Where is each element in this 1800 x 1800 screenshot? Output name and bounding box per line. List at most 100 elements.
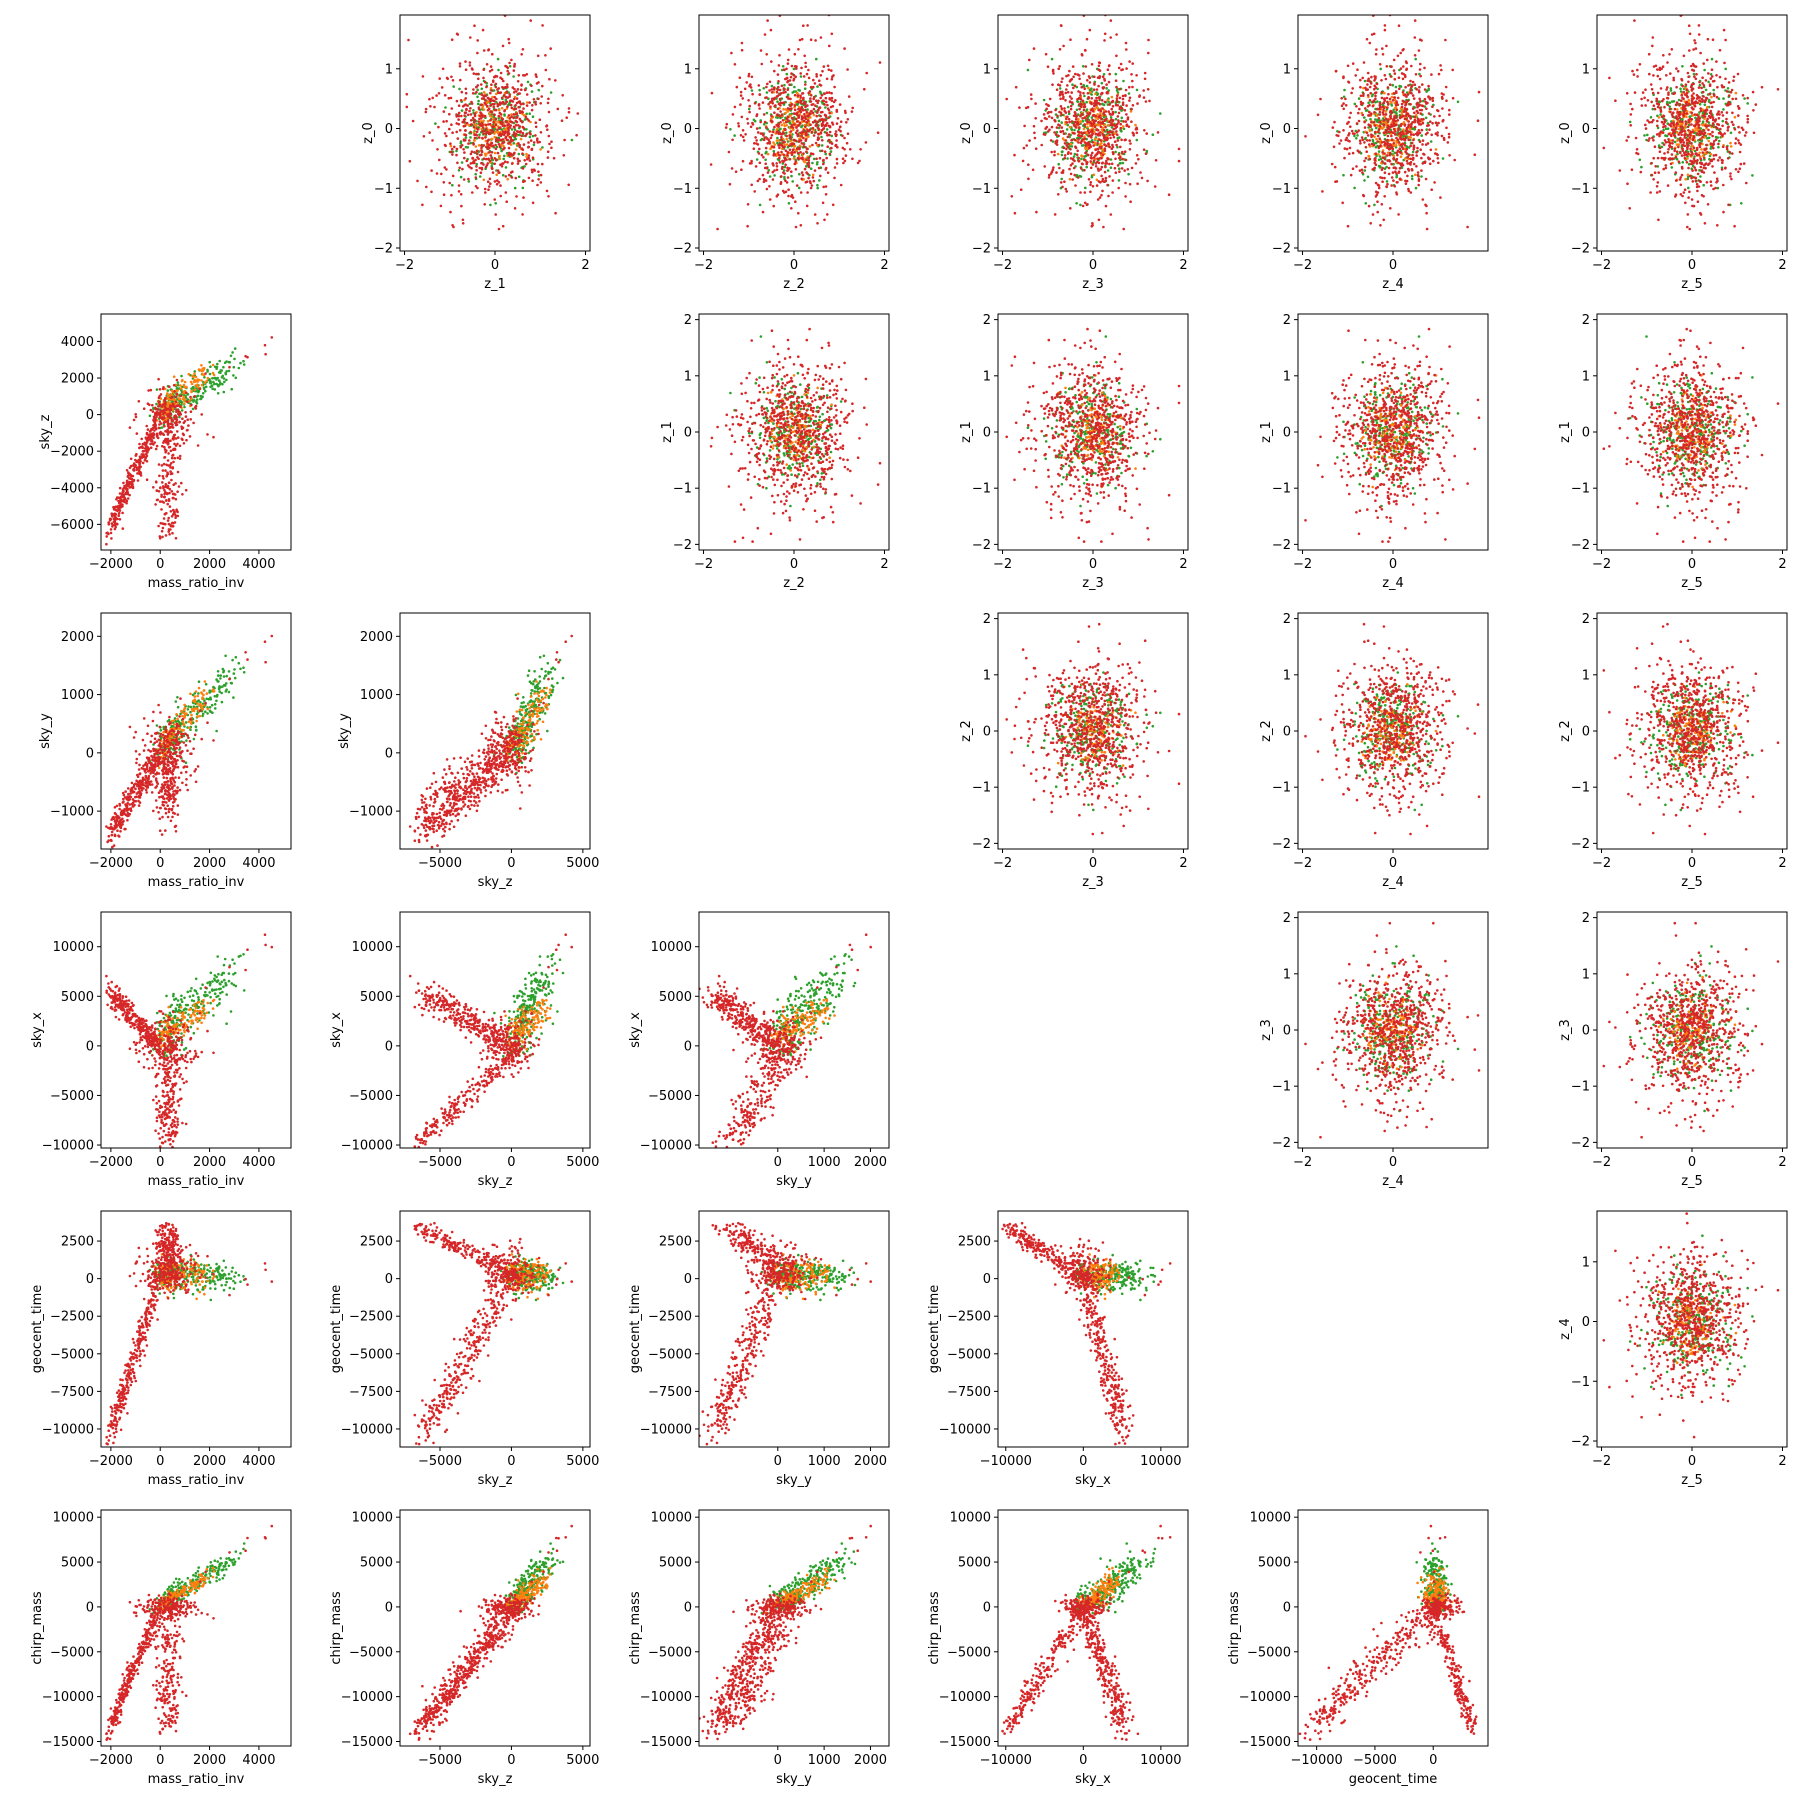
scatter-point xyxy=(1379,67,1382,71)
scatter-point xyxy=(1412,162,1416,166)
scatter-point xyxy=(781,189,785,193)
scatter-point xyxy=(1373,91,1377,95)
scatter-point xyxy=(494,213,498,216)
scatter-point xyxy=(1368,157,1372,161)
scatter-point xyxy=(756,131,760,134)
scatter-point xyxy=(473,139,476,142)
scatter-point xyxy=(710,91,714,95)
scatter-point xyxy=(1042,133,1046,136)
scatter-point xyxy=(795,147,799,150)
scatter-point xyxy=(1104,165,1107,169)
scatter-point xyxy=(771,102,774,105)
scatter-point xyxy=(1424,133,1428,136)
scatter-point xyxy=(1120,109,1123,112)
scatter-point xyxy=(1109,166,1113,169)
scatter-point xyxy=(847,95,851,98)
scatter-point xyxy=(1091,185,1095,188)
scatter-point xyxy=(739,134,743,137)
scatter-point xyxy=(764,96,767,100)
scatter-point xyxy=(1351,151,1355,155)
scatter-point xyxy=(525,112,528,116)
scatter-point xyxy=(1108,120,1111,124)
scatter-point xyxy=(811,111,815,115)
scatter-point xyxy=(1398,132,1401,135)
scatter-point xyxy=(1114,157,1117,161)
scatter-point xyxy=(796,129,799,132)
scatter-point xyxy=(440,172,443,176)
scatter-point xyxy=(498,157,502,161)
scatter-point xyxy=(1421,104,1425,108)
scatter-point xyxy=(1071,157,1075,161)
scatter-point xyxy=(1085,114,1089,118)
scatter-point xyxy=(450,107,454,110)
scatter-point xyxy=(476,72,480,76)
scatter-point xyxy=(741,159,745,163)
scatter-point xyxy=(800,171,804,174)
scatter-point xyxy=(513,207,517,210)
scatter-point xyxy=(764,158,767,162)
scatter-point xyxy=(459,78,462,82)
scatter-point xyxy=(523,118,527,121)
scatter-point xyxy=(841,134,844,138)
scatter-point xyxy=(1385,65,1389,68)
scatter-point xyxy=(1103,32,1107,36)
scatter-point xyxy=(492,105,496,109)
scatter-point xyxy=(515,97,519,100)
scatter-point xyxy=(471,156,474,160)
scatter-point xyxy=(434,122,437,125)
scatter-point xyxy=(507,72,511,75)
scatter-point xyxy=(457,114,461,118)
scatter-point xyxy=(1118,107,1121,111)
scatter-point xyxy=(451,131,454,134)
scatter-point xyxy=(1116,91,1120,94)
scatter-point xyxy=(508,65,512,68)
scatter-point xyxy=(475,168,478,172)
scatter-point xyxy=(1116,136,1119,140)
scatter-point xyxy=(777,153,781,157)
scatter-point xyxy=(541,24,544,27)
scatter-point xyxy=(442,193,446,196)
scatter-point xyxy=(839,125,842,128)
scatter-point xyxy=(1110,162,1114,166)
scatter-point xyxy=(1377,164,1381,168)
scatter-point xyxy=(457,111,461,115)
scatter-point xyxy=(467,124,471,127)
scatter-point xyxy=(1404,85,1407,89)
scatter-point xyxy=(1344,138,1348,142)
scatter-point xyxy=(1390,110,1393,113)
scatter-point xyxy=(772,154,775,157)
scatter-point xyxy=(816,101,819,105)
scatter-point xyxy=(1119,145,1122,149)
scatter-point xyxy=(1077,138,1080,141)
scatter-point xyxy=(1093,125,1097,128)
scatter-point xyxy=(502,79,505,83)
scatter-point xyxy=(1048,115,1051,118)
scatter-point xyxy=(481,136,484,140)
scatter-point xyxy=(789,130,793,133)
scatter-point xyxy=(1437,121,1440,125)
scatter-point xyxy=(565,116,568,119)
scatter-point xyxy=(841,157,845,160)
scatter-point xyxy=(442,181,446,184)
scatter-point xyxy=(475,134,479,137)
scatter-point xyxy=(805,171,808,174)
scatter-point xyxy=(1697,126,1701,129)
x-axis-label: z_3 xyxy=(1082,277,1104,292)
scatter-point xyxy=(512,131,516,134)
scatter-point xyxy=(1351,167,1355,170)
scatter-point xyxy=(1365,131,1369,134)
scatter-point xyxy=(1047,110,1051,114)
scatter-point xyxy=(504,166,508,169)
scatter-point xyxy=(1053,150,1056,153)
scatter-point xyxy=(1071,178,1074,181)
scatter-point xyxy=(788,148,792,152)
scatter-point xyxy=(798,124,801,127)
scatter-point xyxy=(804,125,807,129)
scatter-point xyxy=(1089,160,1092,163)
scatter-point xyxy=(1399,164,1403,167)
scatter-point xyxy=(448,127,451,131)
scatter-point xyxy=(1126,118,1130,121)
scatter-point xyxy=(801,130,805,133)
scatter-point xyxy=(510,128,514,131)
scatter-point xyxy=(1397,170,1401,173)
